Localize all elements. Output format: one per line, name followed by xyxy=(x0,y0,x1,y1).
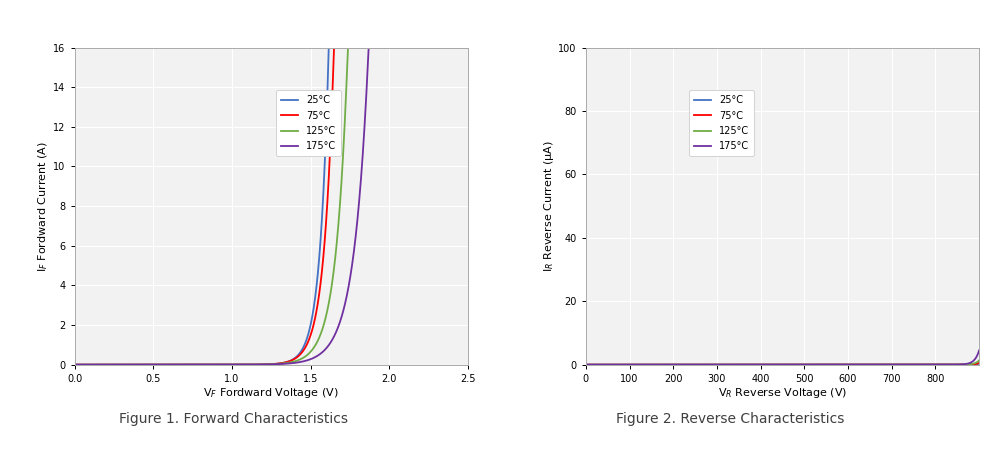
125°C xyxy=(342,45,354,50)
25°C xyxy=(69,362,81,367)
Y-axis label: I$_R$ Reverse Current (μA): I$_R$ Reverse Current (μA) xyxy=(542,140,556,272)
175°C xyxy=(450,45,462,50)
175°C xyxy=(651,362,663,367)
Line: 75°C: 75°C xyxy=(75,48,468,365)
Line: 125°C: 125°C xyxy=(75,48,468,365)
175°C xyxy=(450,45,462,50)
175°C xyxy=(874,362,886,367)
75°C xyxy=(904,362,915,367)
75°C xyxy=(731,362,743,367)
175°C xyxy=(249,362,261,367)
25°C xyxy=(874,362,886,367)
75°C xyxy=(379,45,391,50)
175°C xyxy=(973,348,985,353)
Line: 175°C: 175°C xyxy=(75,48,468,365)
125°C xyxy=(731,362,743,367)
75°C xyxy=(69,362,81,367)
175°C xyxy=(731,362,743,367)
Legend: 25°C, 75°C, 125°C, 175°C: 25°C, 75°C, 125°C, 175°C xyxy=(276,91,341,156)
25°C xyxy=(731,362,743,367)
Line: 125°C: 125°C xyxy=(585,361,979,365)
25°C xyxy=(462,45,474,50)
175°C xyxy=(259,361,271,367)
25°C xyxy=(249,362,261,367)
X-axis label: V$_R$ Reverse Voltage (V): V$_R$ Reverse Voltage (V) xyxy=(718,386,847,400)
125°C xyxy=(88,362,100,367)
Line: 25°C: 25°C xyxy=(585,364,979,365)
25°C xyxy=(651,362,663,367)
125°C xyxy=(651,362,663,367)
75°C xyxy=(836,362,848,367)
75°C xyxy=(328,45,340,50)
25°C xyxy=(816,362,828,367)
25°C xyxy=(450,45,462,50)
75°C xyxy=(651,362,663,367)
125°C xyxy=(874,362,886,367)
125°C xyxy=(816,362,828,367)
175°C xyxy=(462,45,474,50)
125°C xyxy=(904,362,915,367)
125°C xyxy=(69,362,81,367)
Text: Figure 1. Forward Characteristics: Figure 1. Forward Characteristics xyxy=(119,412,348,426)
125°C xyxy=(973,358,985,363)
25°C xyxy=(973,361,985,366)
125°C xyxy=(462,45,474,50)
125°C xyxy=(450,45,462,50)
125°C xyxy=(249,362,261,367)
Legend: 25°C, 75°C, 125°C, 175°C: 25°C, 75°C, 125°C, 175°C xyxy=(689,91,754,156)
75°C xyxy=(816,362,828,367)
75°C xyxy=(580,362,591,367)
25°C xyxy=(259,361,271,367)
25°C xyxy=(450,45,462,50)
125°C xyxy=(379,45,391,50)
X-axis label: V$_F$ Fordward Voltage (V): V$_F$ Fordward Voltage (V) xyxy=(204,386,339,400)
125°C xyxy=(580,362,591,367)
25°C xyxy=(88,362,100,367)
175°C xyxy=(836,362,848,367)
75°C xyxy=(259,361,271,367)
Line: 25°C: 25°C xyxy=(75,48,468,365)
75°C xyxy=(462,45,474,50)
Line: 75°C: 75°C xyxy=(585,363,979,365)
175°C xyxy=(69,362,81,367)
175°C xyxy=(88,362,100,367)
Text: Figure 2. Reverse Characteristics: Figure 2. Reverse Characteristics xyxy=(616,412,845,426)
75°C xyxy=(874,362,886,367)
175°C xyxy=(379,45,391,50)
25°C xyxy=(323,45,335,50)
75°C xyxy=(249,362,261,367)
75°C xyxy=(88,362,100,367)
175°C xyxy=(363,45,375,50)
25°C xyxy=(379,45,391,50)
175°C xyxy=(580,362,591,367)
175°C xyxy=(904,362,915,367)
25°C xyxy=(580,362,591,367)
Line: 175°C: 175°C xyxy=(585,351,979,365)
25°C xyxy=(836,362,848,367)
125°C xyxy=(836,362,848,367)
Y-axis label: I$_F$ Fordward Current (A): I$_F$ Fordward Current (A) xyxy=(37,141,51,271)
25°C xyxy=(904,362,915,367)
75°C xyxy=(450,45,462,50)
75°C xyxy=(973,360,985,366)
125°C xyxy=(450,45,462,50)
125°C xyxy=(259,361,271,367)
75°C xyxy=(450,45,462,50)
175°C xyxy=(816,362,828,367)
